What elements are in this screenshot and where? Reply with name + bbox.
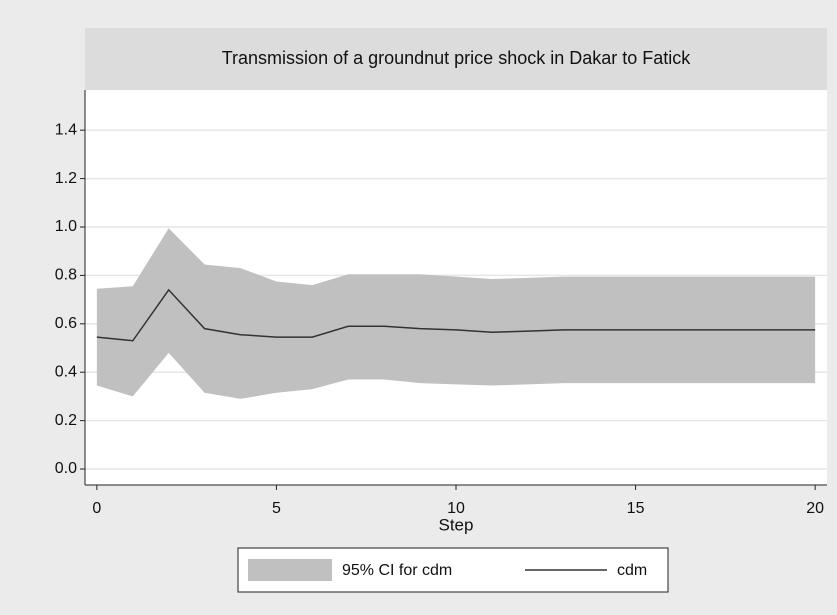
x-tick-label: 10 bbox=[447, 500, 465, 517]
y-tick-label: 0.8 bbox=[55, 267, 77, 284]
y-tick-label: 1.4 bbox=[55, 121, 77, 138]
chart-title: Transmission of a groundnut price shock … bbox=[222, 48, 692, 68]
legend-label: 95% CI for cdm bbox=[342, 562, 452, 579]
ci-band bbox=[96, 228, 816, 399]
x-axis-label: Step bbox=[439, 515, 474, 534]
x-tick-label: 0 bbox=[92, 500, 101, 517]
title-band bbox=[85, 28, 827, 90]
y-tick-label: 0.4 bbox=[55, 363, 77, 380]
y-tick-label: 0.0 bbox=[55, 460, 77, 477]
x-tick-label: 5 bbox=[272, 500, 281, 517]
y-tick-label: 0.6 bbox=[55, 315, 77, 332]
y-tick-label: 1.0 bbox=[55, 218, 77, 235]
legend-swatch bbox=[248, 559, 332, 581]
x-tick-label: 15 bbox=[627, 500, 645, 517]
y-tick-label: 1.2 bbox=[55, 170, 77, 187]
legend-label: cdm bbox=[617, 562, 647, 579]
y-tick-label: 0.2 bbox=[55, 412, 77, 429]
x-tick-label: 20 bbox=[806, 500, 824, 517]
line bbox=[96, 288, 816, 342]
